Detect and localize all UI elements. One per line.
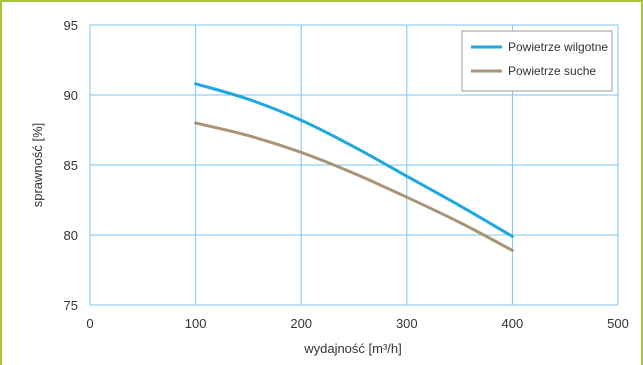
y-tick-label: 85 <box>64 158 78 173</box>
series-line-1 <box>194 121 514 252</box>
x-axis-label: wydajność [m³/h] <box>303 341 402 356</box>
x-tick-label: 0 <box>86 316 93 331</box>
x-tick-label: 400 <box>502 316 524 331</box>
legend-label-suche: Powietrze suche <box>508 64 596 78</box>
legend-box <box>461 30 613 92</box>
x-tick-label: 300 <box>396 316 418 331</box>
tick-labels: 0 100 200 300 400 500 75 80 85 90 95 <box>64 18 629 331</box>
legend: Powietrze wilgotne Powietrze suche <box>461 30 613 92</box>
x-tick-label: 200 <box>290 316 312 331</box>
series-layer <box>194 82 514 252</box>
legend-label-wilgotne: Powietrze wilgotne <box>508 40 608 54</box>
y-axis-label: sprawność [%] <box>30 123 45 208</box>
y-tick-label: 75 <box>64 298 78 313</box>
y-tick-label: 80 <box>64 228 78 243</box>
grid <box>89 24 619 306</box>
y-tick-label: 95 <box>64 18 78 33</box>
x-tick-label: 100 <box>185 316 207 331</box>
x-tick-label: 500 <box>607 316 629 331</box>
series-line-0 <box>194 82 514 238</box>
y-tick-label: 90 <box>64 88 78 103</box>
